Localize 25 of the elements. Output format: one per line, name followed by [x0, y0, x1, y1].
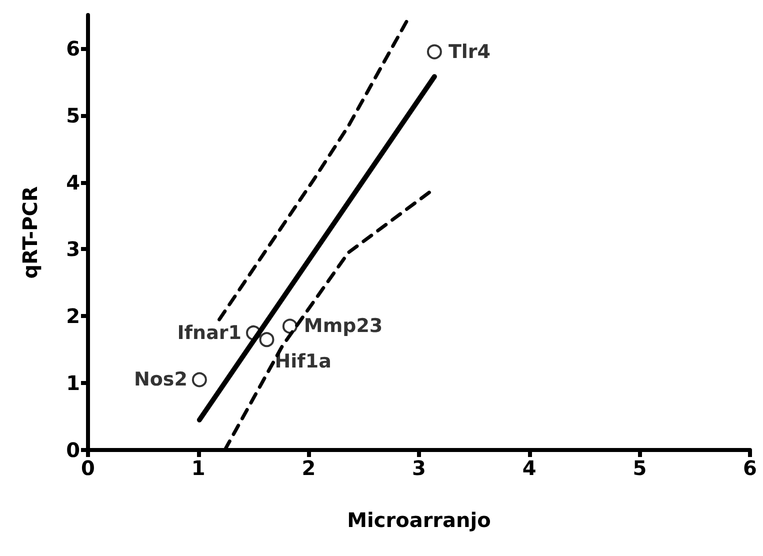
y-tick-label: 3	[66, 237, 80, 262]
point	[192, 372, 207, 388]
x-tick-label: 0	[81, 456, 95, 480]
x-tick-label: 1	[191, 456, 206, 480]
annotation: Tlr4	[448, 40, 491, 63]
y-tick-label: 0	[66, 438, 80, 462]
annotation: Hif1a	[274, 350, 332, 373]
y-axis-title: qRT-PCR	[18, 186, 42, 279]
point	[426, 44, 442, 60]
annotation: Ifnar1	[177, 322, 242, 344]
x-tick-label: 2	[302, 456, 316, 480]
x-tick-label: 4	[522, 456, 536, 480]
annotation: Mmp23	[304, 315, 383, 338]
point	[282, 318, 298, 334]
y-tick-label: 4	[66, 170, 80, 194]
y-tick-label: 5	[66, 103, 80, 128]
x-axis-title: Microarranjo	[347, 508, 491, 532]
point	[259, 332, 274, 348]
annotation: Nos2	[134, 368, 188, 391]
y-tick-label: 1	[66, 371, 80, 396]
x-tick-label: 6	[743, 456, 757, 480]
x-tick-label: 5	[632, 456, 647, 480]
x-tick-label: 3	[412, 456, 426, 480]
y-tick-label: 2	[66, 304, 80, 328]
y-tick-label: 6	[66, 36, 80, 60]
